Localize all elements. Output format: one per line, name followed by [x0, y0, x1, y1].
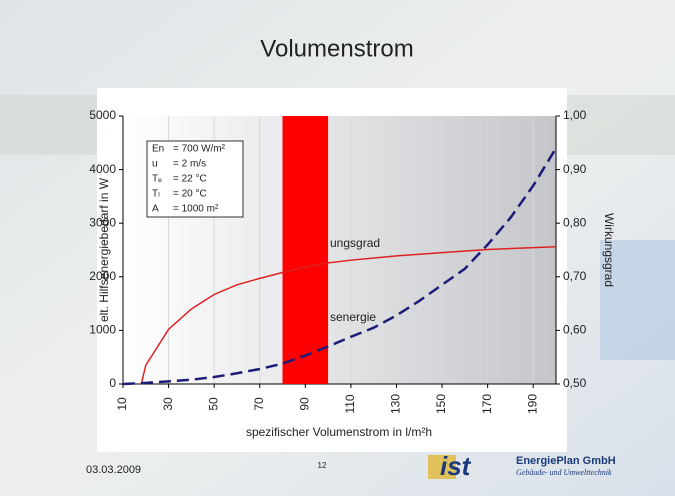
- slide-title: Volumenstrom: [260, 35, 413, 62]
- highlight-band: [282, 116, 329, 384]
- company-tagline: Gebäude- und Umwelttechnik: [516, 468, 612, 477]
- info-name: Tₗ: [152, 189, 160, 200]
- y-tick-label: 2000: [89, 269, 116, 283]
- x-tick-label: 170: [480, 394, 494, 414]
- y-tick-label: 0: [109, 376, 116, 390]
- y2-tick-label: 0,80: [563, 215, 587, 229]
- footer-date: 03.03.2009: [86, 464, 141, 476]
- y-tick-label: 1000: [89, 323, 116, 337]
- info-name: A: [152, 204, 159, 215]
- info-value: = 22 °C: [173, 174, 207, 185]
- info-value: = 700 W/m²: [173, 144, 226, 155]
- annotation: senergie: [330, 310, 376, 324]
- info-name: En: [152, 144, 164, 155]
- x-tick-label: 50: [206, 397, 220, 411]
- logo: ist: [440, 451, 472, 481]
- x-tick-label: 10: [115, 397, 129, 411]
- x-tick-label: 150: [434, 394, 448, 414]
- x-axis-label: spezifischer Volumenstrom in l/m²h: [246, 425, 432, 439]
- series-line: [122, 147, 558, 386]
- y2-tick-label: 0,90: [563, 162, 587, 176]
- y2-axis-label: Wirkungsgrad: [602, 213, 616, 287]
- y2-tick-label: 0,60: [563, 323, 587, 337]
- y2-tick-label: 0,50: [563, 376, 587, 390]
- y-axis-label: elt. Hilfsenergiebedarf in W: [97, 177, 111, 322]
- series-line: [140, 246, 557, 385]
- page-number: 12: [318, 461, 327, 470]
- y-tick-label: 3000: [89, 215, 116, 229]
- y2-tick-label: 1,00: [563, 108, 587, 122]
- info-name: u: [152, 159, 158, 170]
- x-tick-label: 130: [389, 394, 403, 414]
- x-tick-label: 190: [525, 394, 539, 414]
- logo-mark: [428, 455, 456, 479]
- x-tick-label: 90: [297, 397, 311, 411]
- y-tick-label: 5000: [89, 108, 116, 122]
- info-box: [146, 140, 244, 218]
- info-value: = 20 °C: [173, 189, 207, 200]
- x-tick-label: 70: [252, 397, 266, 411]
- info-value: = 1000 m²: [173, 204, 219, 215]
- background-band: [600, 240, 675, 360]
- info-name: Tₑ: [152, 174, 162, 185]
- info-value: = 2 m/s: [173, 159, 206, 170]
- y2-tick-label: 0,70: [563, 269, 587, 283]
- annotation: ungsgrad: [330, 236, 380, 250]
- y-tick-label: 4000: [89, 162, 116, 176]
- company-name: EnergiePlan GmbH: [516, 455, 616, 467]
- x-tick-label: 110: [343, 394, 357, 413]
- x-tick-label: 30: [161, 397, 175, 411]
